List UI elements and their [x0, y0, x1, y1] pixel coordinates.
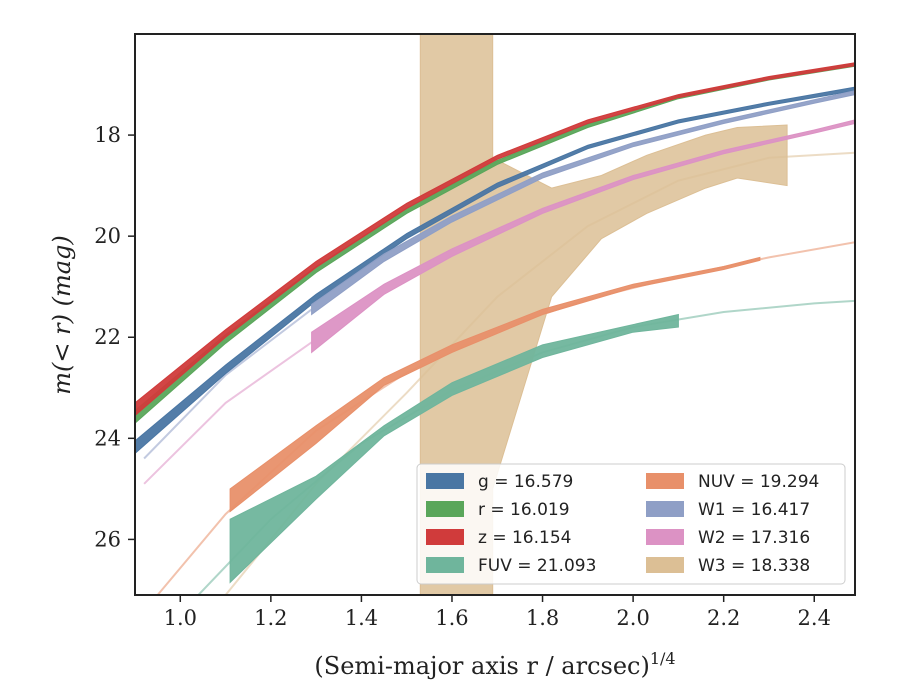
legend-swatch — [646, 473, 684, 489]
legend-swatch — [426, 501, 464, 517]
band-w2 — [311, 119, 855, 354]
legend-label: g = 16.579 — [478, 472, 573, 492]
legend-label: W2 = 17.316 — [698, 528, 810, 548]
legend-swatch — [646, 501, 684, 517]
x-axis-label-text: (Semi-major axis r / arcsec) — [314, 652, 649, 680]
legend-swatch — [426, 473, 464, 489]
legend-swatch — [426, 529, 464, 545]
data-layer — [135, 34, 855, 595]
x-axis-label-superscript: 1/4 — [650, 649, 676, 668]
legend-label: W1 = 16.417 — [698, 500, 810, 520]
y-tick-label: 26 — [94, 527, 121, 551]
legend-label: r = 16.019 — [478, 500, 570, 520]
legend-swatch — [646, 557, 684, 573]
y-tick-label: 24 — [94, 426, 121, 450]
legend-swatch — [426, 557, 464, 573]
legend-box — [416, 463, 846, 585]
x-tick-label: 2.2 — [707, 606, 740, 630]
y-axis: 18 20 22 24 26 — [94, 123, 135, 551]
plot-frame — [134, 33, 856, 596]
band-w1 — [311, 90, 855, 316]
y-tick-label: 20 — [94, 224, 121, 248]
legend-label: z = 16.154 — [478, 528, 571, 548]
x-tick-label: 1.2 — [254, 606, 287, 630]
y-tick-label: 22 — [94, 325, 121, 349]
band-z — [135, 62, 855, 417]
band-fuv — [229, 313, 679, 584]
fit-line-w1 — [143, 308, 313, 460]
x-tick-label: 1.8 — [526, 606, 559, 630]
fit-line-w2 — [143, 341, 313, 485]
x-axis-label: (Semi-major axis r / arcsec)1/4 — [314, 649, 675, 680]
legend-swatch — [646, 529, 684, 545]
legend-label: FUV = 21.093 — [478, 556, 596, 576]
legend: g = 16.579 r = 16.019 z = 16.154 FUV = 21.0… — [416, 463, 846, 585]
x-tick-label: 1.6 — [435, 606, 468, 630]
legend-label: W3 = 18.338 — [698, 556, 810, 576]
band-nuv — [229, 256, 761, 513]
y-axis-label: m(< r) (mag) — [48, 235, 76, 394]
x-tick-label: 2.0 — [616, 606, 649, 630]
y-tick-label: 18 — [94, 123, 121, 147]
x-tick-label: 1.0 — [164, 606, 197, 630]
legend-label: NUV = 19.294 — [698, 472, 819, 492]
x-axis: 1.0 1.2 1.4 1.6 1.8 2.0 2.2 2.4 — [164, 595, 831, 630]
x-tick-label: 2.4 — [798, 606, 831, 630]
x-tick-label: 1.4 — [345, 606, 378, 630]
